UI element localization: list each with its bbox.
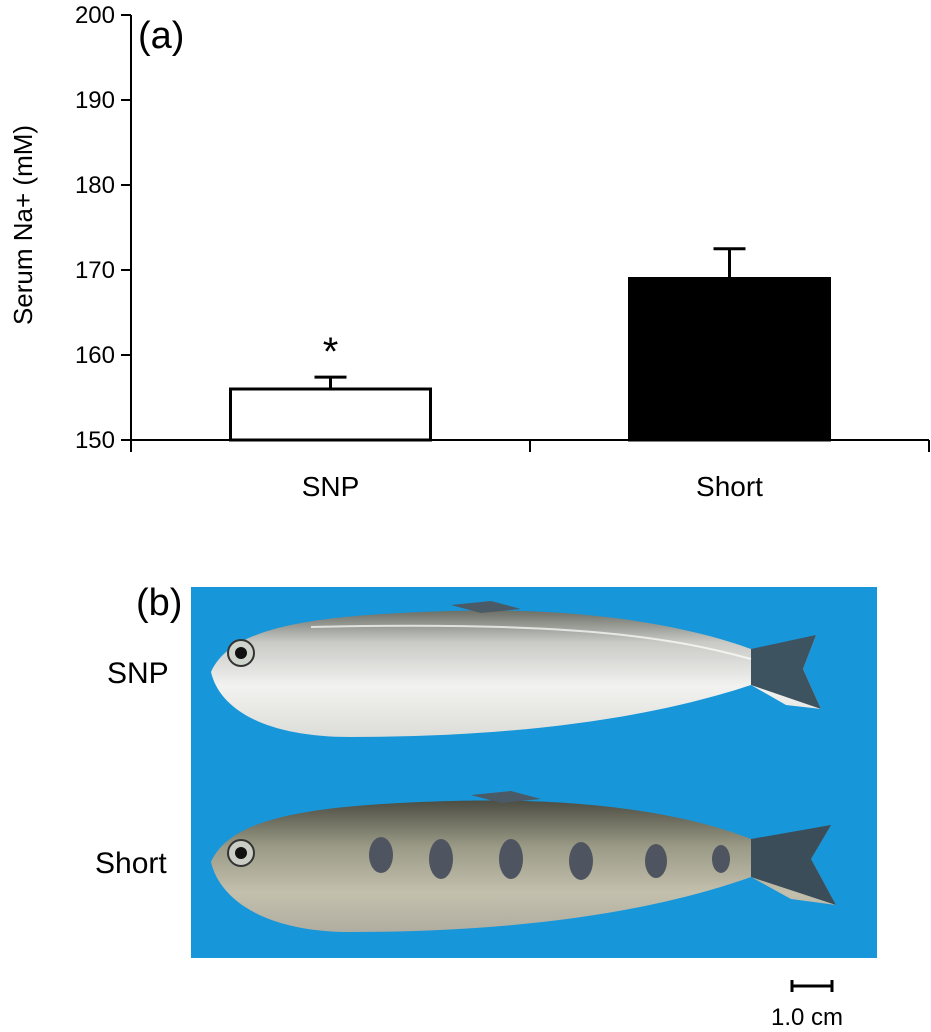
panel-a-letter: (a) — [138, 15, 184, 57]
short-fish — [211, 791, 836, 932]
chart-bars: * — [229, 247, 831, 442]
scale-bar — [790, 980, 834, 992]
y-axis-label: Serum Na+ (mM) — [8, 125, 38, 325]
y-tick-label: 190 — [75, 87, 115, 114]
panel-b-letter: (b) — [136, 582, 183, 624]
bar-chart: (a) Serum Na+ (mM) * 150 160 170 180 190 200 S… — [8, 2, 930, 502]
y-tick-label: 150 — [75, 427, 115, 454]
fish-photo — [191, 587, 877, 958]
y-tick-label: 160 — [75, 342, 115, 369]
y-tick-label: 200 — [75, 2, 115, 29]
x-tick-label: SNP — [302, 471, 360, 502]
y-tick-label: 170 — [75, 257, 115, 284]
fish-label-short: Short — [95, 847, 167, 880]
significance-marker: * — [323, 330, 339, 374]
fish-label-snp: SNP — [107, 657, 169, 690]
snp-fish — [211, 601, 821, 737]
y-tick-label: 180 — [75, 172, 115, 199]
bar-short — [628, 277, 831, 442]
chart-ticks: 150 160 170 180 190 200 SNP Short — [75, 2, 930, 502]
x-tick-label: Short — [696, 471, 763, 502]
scale-bar-label: 1.0 cm — [771, 1004, 844, 1031]
bar-snp — [229, 387, 432, 442]
